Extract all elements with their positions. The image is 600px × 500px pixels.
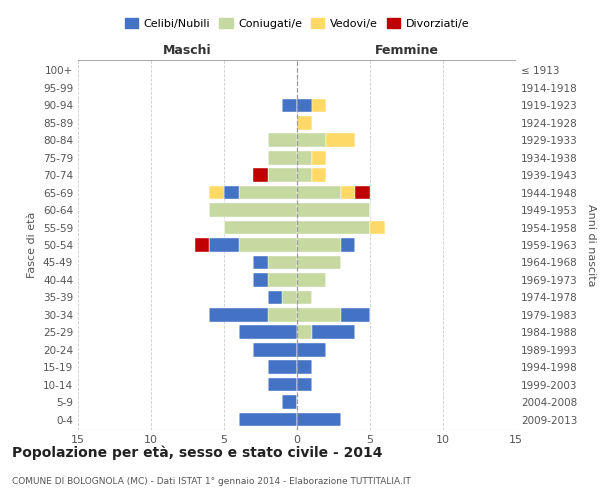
Text: Femmine: Femmine (374, 44, 439, 57)
Bar (297, 186, 341, 200)
Bar (268, 290, 283, 304)
Bar (253, 256, 268, 270)
Bar (326, 134, 355, 147)
Bar (209, 186, 224, 200)
Bar (297, 220, 370, 234)
Bar (268, 151, 297, 164)
Bar (297, 134, 326, 147)
Bar (268, 273, 297, 286)
Bar (239, 412, 297, 426)
Bar (370, 220, 385, 234)
Bar (209, 238, 239, 252)
Bar (253, 168, 268, 182)
Bar (297, 308, 341, 322)
Bar (268, 378, 297, 392)
Text: Maschi: Maschi (163, 44, 212, 57)
Text: COMUNE DI BOLOGNOLA (MC) - Dati ISTAT 1° gennaio 2014 - Elaborazione TUTTITALIA.: COMUNE DI BOLOGNOLA (MC) - Dati ISTAT 1°… (12, 477, 411, 486)
Bar (311, 98, 326, 112)
Bar (268, 168, 297, 182)
Bar (297, 256, 341, 270)
Bar (297, 204, 370, 217)
Bar (297, 238, 341, 252)
Bar (297, 343, 326, 356)
Bar (253, 273, 268, 286)
Bar (341, 186, 355, 200)
Y-axis label: Fasce di età: Fasce di età (28, 212, 37, 278)
Legend: Celibi/Nubili, Coniugati/e, Vedovi/e, Divorziati/e: Celibi/Nubili, Coniugati/e, Vedovi/e, Di… (121, 14, 473, 34)
Bar (268, 256, 297, 270)
Bar (239, 186, 297, 200)
Bar (253, 343, 297, 356)
Bar (297, 360, 311, 374)
Bar (341, 308, 370, 322)
Bar (297, 326, 311, 339)
Bar (297, 412, 341, 426)
Bar (224, 186, 239, 200)
Bar (297, 116, 311, 130)
Bar (209, 204, 297, 217)
Bar (297, 290, 311, 304)
Bar (209, 308, 268, 322)
Bar (297, 151, 311, 164)
Bar (297, 273, 326, 286)
Bar (311, 326, 355, 339)
Bar (297, 168, 311, 182)
Bar (224, 220, 297, 234)
Bar (268, 134, 297, 147)
Bar (283, 396, 297, 409)
Bar (311, 151, 326, 164)
Text: Popolazione per età, sesso e stato civile - 2014: Popolazione per età, sesso e stato civil… (12, 446, 383, 460)
Bar (195, 238, 209, 252)
Bar (355, 186, 370, 200)
Bar (268, 308, 297, 322)
Bar (311, 168, 326, 182)
Bar (239, 238, 297, 252)
Bar (239, 326, 297, 339)
Bar (283, 98, 297, 112)
Y-axis label: Anni di nascita: Anni di nascita (586, 204, 596, 286)
Bar (297, 378, 311, 392)
Bar (283, 290, 297, 304)
Bar (297, 98, 311, 112)
Bar (268, 360, 297, 374)
Bar (341, 238, 355, 252)
